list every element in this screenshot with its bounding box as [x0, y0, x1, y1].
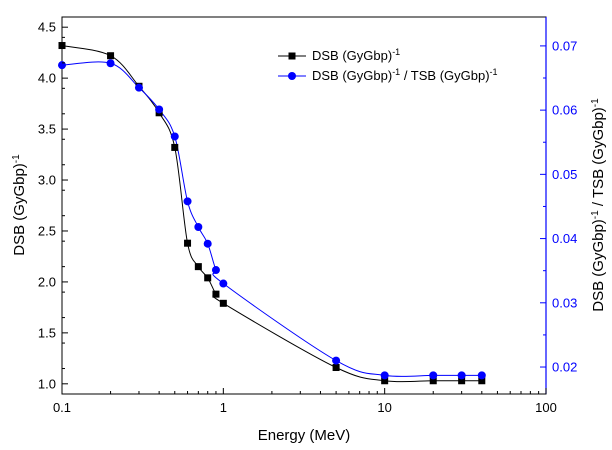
data-point-ratio: [134, 83, 143, 92]
y-right-tick-label: 0.03: [552, 295, 577, 310]
legend-marker-dsb: [288, 52, 296, 60]
y-right-tick-label: 0.02: [552, 360, 577, 375]
data-point-ratio: [183, 197, 192, 206]
data-point-dsb: [458, 377, 466, 385]
data-point-ratio: [219, 279, 228, 288]
y-left-tick-label: 1.5: [38, 325, 56, 340]
data-point-dsb: [171, 143, 179, 151]
data-point-ratio: [106, 59, 115, 68]
data-point-dsb: [219, 299, 227, 307]
x-tick-label: 10: [377, 400, 391, 415]
y-axis-title-right: DSB (GyGbp)-1 / TSB (GyGbp)-1: [590, 98, 608, 312]
x-axis-title: Energy (MeV): [258, 427, 351, 444]
data-point-dsb: [204, 274, 212, 282]
y-left-tick-label: 2.0: [38, 274, 56, 289]
data-point-ratio: [194, 223, 203, 232]
x-tick-label: 0.1: [53, 400, 71, 415]
series-dsb-line: [61, 45, 482, 383]
data-point-dsb: [107, 52, 115, 60]
data-point-dsb: [194, 263, 202, 271]
data-point-ratio: [429, 371, 438, 380]
data-point-ratio: [457, 371, 466, 380]
data-point-dsb: [212, 290, 220, 298]
data-point-ratio: [477, 371, 486, 380]
legend: DSB (GyGbp)-1 DSB (GyGbp)-1 / TSB (GyGbp…: [278, 47, 498, 83]
y-axis-title-left: DSB (GyGbp)-1: [11, 154, 29, 256]
y-left-tick-label: 2.5: [38, 223, 56, 238]
data-point-ratio: [155, 105, 164, 114]
data-point-dsb: [381, 377, 389, 385]
data-point-ratio: [203, 239, 212, 248]
y-right-tick-label: 0.04: [552, 231, 577, 246]
legend-label-ratio: DSB (GyGbp)-1 / TSB (GyGbp)-1: [312, 67, 498, 83]
y-left-tick-label: 3.5: [38, 122, 56, 137]
y-left-tick-label: 4.0: [38, 71, 56, 86]
data-point-dsb: [429, 377, 437, 385]
data-point-dsb: [332, 364, 340, 372]
legend-marker-ratio: [288, 72, 296, 80]
y-left-tick-label: 4.5: [38, 20, 56, 35]
legend-label-dsb: DSB (GyGbp)-1: [312, 47, 400, 63]
x-tick-label: 1: [220, 400, 227, 415]
data-point-ratio: [380, 371, 389, 380]
data-point-ratio: [332, 356, 341, 365]
data-point-ratio: [170, 132, 179, 141]
y-right-tick-label: 0.06: [552, 103, 577, 118]
data-point-dsb: [478, 377, 486, 385]
data-point-dsb: [58, 42, 66, 50]
y-right-tick-label: 0.07: [552, 38, 577, 53]
series-ratio-line: [61, 61, 482, 377]
data-point-dsb: [184, 239, 192, 247]
y-left-tick-label: 1.0: [38, 376, 56, 391]
data-point-ratio: [211, 266, 220, 275]
y-right-tick-label: 0.05: [552, 167, 577, 182]
x-tick-label: 100: [535, 400, 557, 415]
y-left-tick-label: 3.0: [38, 173, 56, 188]
